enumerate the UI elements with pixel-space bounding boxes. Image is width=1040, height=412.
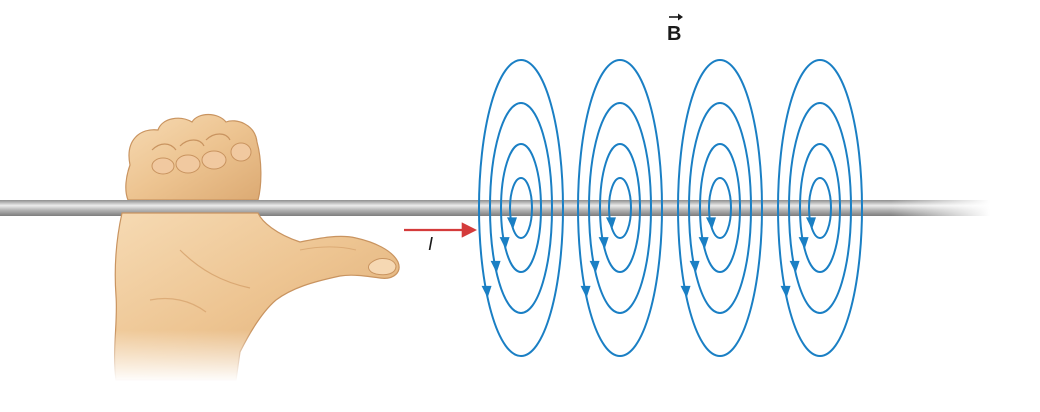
field-loop [777,59,863,357]
field-direction-arrow [698,237,709,250]
field-direction-arrow [598,237,609,250]
field-direction-arrow [580,285,591,298]
field-direction-arrow [798,237,809,250]
field-loop [509,177,533,239]
field-label: B [667,23,681,45]
field-direction-arrow [499,237,510,250]
current-label: I [428,234,433,254]
field-direction-arrow [705,217,716,230]
right-hand-thumb-icon [125,113,262,201]
field-loop [708,177,732,239]
field-loop [577,59,663,357]
field-loop [677,59,763,357]
field-loop [599,143,641,273]
field-direction-arrow [605,217,616,230]
field-direction-arrow [805,217,816,230]
field-direction-arrow [589,260,600,273]
field-loop [500,143,542,273]
magnetic-field-lines [478,59,863,357]
field-direction-arrow [506,217,517,230]
field-loop [788,102,852,314]
field-direction-arrow [490,260,501,273]
field-loop [688,102,752,314]
field-direction-arrow [789,260,800,273]
hand-palm [100,212,400,382]
field-direction-arrow [481,285,492,298]
field-loop [699,143,741,273]
field-loop [588,102,652,314]
field-loop [478,59,564,357]
field-direction-arrow [689,260,700,273]
field-loop [489,102,553,314]
field-direction-arrow [680,285,691,298]
vector-arrow-icon [669,13,683,21]
field-loop [799,143,841,273]
field-direction-arrow [780,285,791,298]
field-loop [808,177,832,239]
field-loop [608,177,632,239]
